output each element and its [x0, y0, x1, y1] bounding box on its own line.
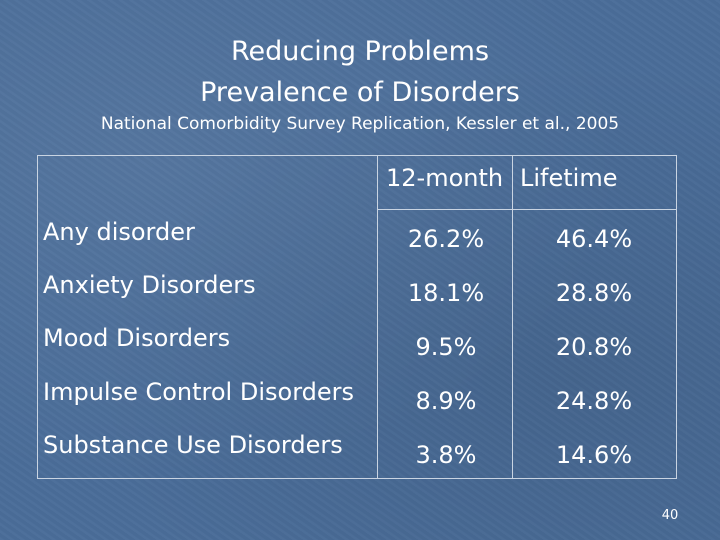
table-header-divider	[377, 209, 677, 210]
cell-12-month: 9.5%	[415, 333, 477, 361]
row-label: Any disorder	[43, 218, 195, 246]
row-label: Impulse Control Disorders	[43, 378, 355, 406]
slide-subtitle: National Comorbidity Survey Replication,…	[100, 114, 620, 134]
slide-title-line-2: Prevalence of Disorders	[200, 77, 520, 108]
cell-lifetime: 20.8%	[555, 333, 633, 361]
cell-lifetime: 14.6%	[555, 441, 633, 469]
cell-12-month: 8.9%	[415, 387, 477, 415]
table-divider-value-column	[512, 155, 513, 479]
column-header-lifetime: Lifetime	[520, 164, 618, 192]
page-number: 40	[661, 508, 679, 523]
cell-lifetime: 28.8%	[555, 279, 633, 307]
cell-12-month: 18.1%	[407, 279, 485, 307]
row-label: Mood Disorders	[43, 324, 231, 352]
table-divider-label-column	[377, 155, 378, 479]
row-label: Substance Use Disorders	[43, 431, 343, 459]
cell-12-month: 26.2%	[407, 225, 485, 253]
slide-title-line-1: Reducing Problems	[230, 36, 490, 67]
table-border	[37, 155, 677, 479]
cell-lifetime: 24.8%	[555, 387, 633, 415]
row-label: Anxiety Disorders	[43, 271, 256, 299]
cell-lifetime: 46.4%	[555, 225, 633, 253]
cell-12-month: 3.8%	[415, 441, 477, 469]
column-header-12-month: 12-month	[386, 164, 504, 192]
